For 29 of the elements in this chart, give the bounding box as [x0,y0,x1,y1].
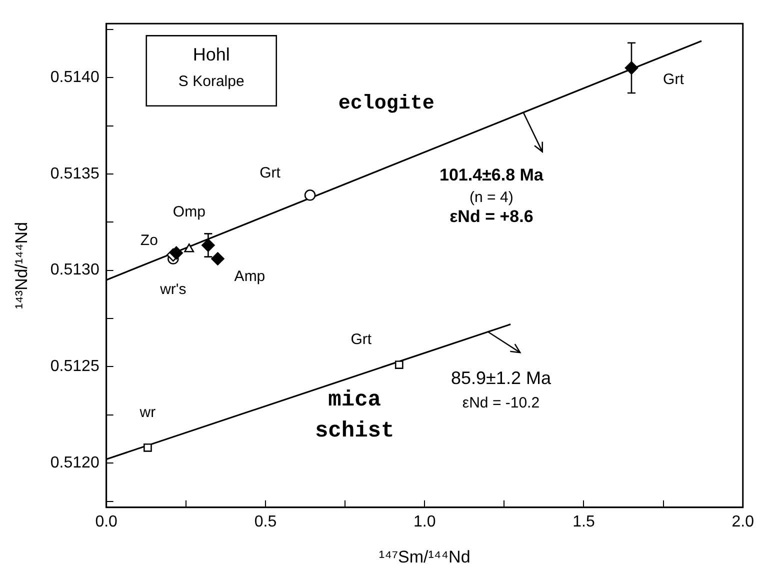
y-tick-label: 0.5130 [50,262,100,279]
annotation: eclogite [338,92,434,116]
x-tick-label: 0.0 [95,513,118,530]
annotation: Omp [172,203,206,220]
y-axis-title: ¹⁴³Nd/¹⁴⁴Nd [12,222,31,310]
annotation: S Koralpe [178,72,244,90]
annotation: Grt [663,71,685,88]
annotation: Zo [140,232,158,250]
annotation: 101.4±6.8 Ma [440,166,544,185]
annotation: wr's [159,280,186,298]
annotation: εNd = -10.2 [462,394,540,412]
annotation: Hohl [192,44,230,64]
annotation: Grt [350,330,372,348]
y-tick-label: 0.5125 [50,358,100,376]
annotation: mica schist [314,388,394,444]
annotation: Grt [260,164,282,182]
annotation: (n = 4) [470,188,514,206]
y-tick-label: 0.5140 [50,68,100,86]
x-axis-title: ¹⁴⁷Sm/¹⁴⁴Nd [378,547,470,566]
annotation: 85.9±1.2 Ma [451,368,552,388]
annotation: wr [138,404,156,421]
x-tick-label: 1.0 [413,513,436,530]
x-tick-label: 1.5 [572,513,595,530]
annotation: εNd = +8.6 [450,206,534,226]
y-tick-label: 0.5135 [50,165,100,182]
y-tick-label: 0.5120 [50,454,100,472]
x-tick-label: 2.0 [732,513,754,530]
annotation: Amp [234,268,266,285]
x-tick-label: 0.5 [254,513,277,530]
